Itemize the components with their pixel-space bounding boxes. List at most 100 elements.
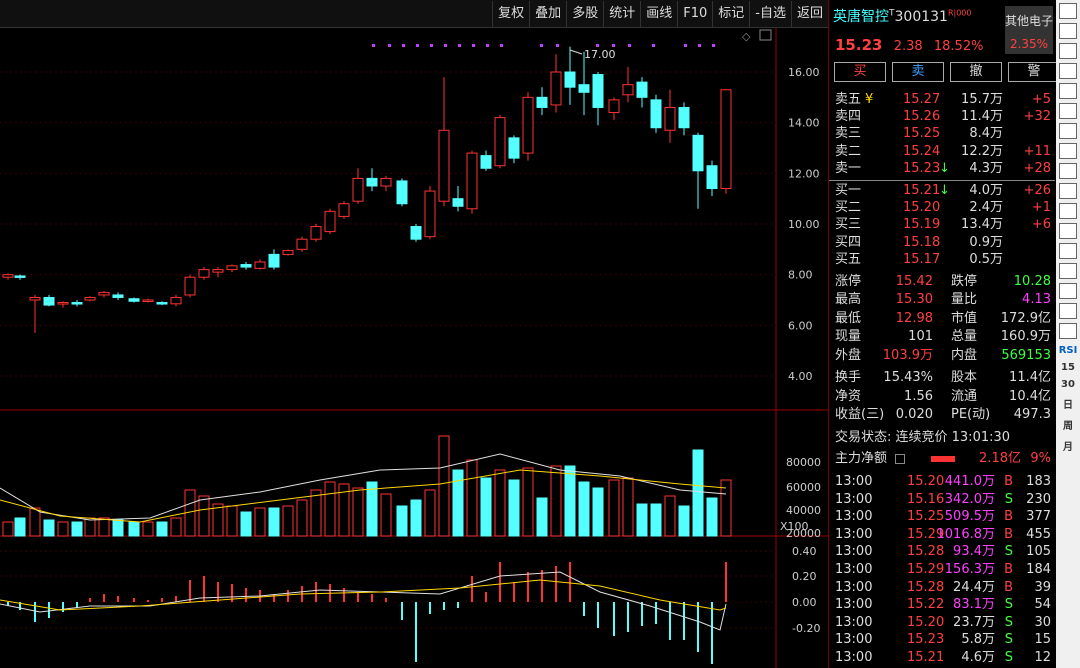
ask-row: 卖一 15.23 ↓ 4.3万 +28 (835, 160, 1051, 178)
tick-volume: 24.4万 (953, 579, 995, 595)
signal-dot (500, 44, 503, 47)
volume-unit: X100 (780, 520, 809, 533)
tick-volume: 342.0万 (944, 491, 995, 507)
list-icon[interactable] (1059, 83, 1077, 99)
tick-row: 13:00 15.28 93.4万 S 105 (835, 543, 1051, 561)
rsi-icon[interactable]: RSI (1058, 345, 1078, 356)
tick-side: S (1004, 632, 1013, 648)
candle-body (720, 89, 732, 190)
volume-bar (170, 517, 182, 537)
f-icon[interactable] (1059, 283, 1077, 299)
candle-body (424, 190, 436, 238)
ask-price: 15.26 (903, 109, 941, 125)
draw-line-button[interactable]: 画线 (640, 0, 677, 27)
stat-value: 497.3 (1013, 407, 1051, 422)
stat-value: 15.30 (895, 292, 933, 308)
tick-count: 39 (1034, 579, 1051, 595)
table-icon[interactable] (1059, 323, 1077, 339)
volume-bar (57, 521, 69, 537)
candle-body (494, 117, 506, 167)
candle-body (480, 155, 492, 169)
stat-label: 最低 (835, 310, 862, 326)
volume-bar (592, 487, 604, 537)
period-button[interactable]: 月 (1063, 442, 1073, 453)
f10-icon[interactable] (1059, 223, 1077, 239)
main-flow-label: 主力净额 (835, 451, 888, 466)
calc-icon[interactable] (1059, 243, 1077, 259)
high-price-label: 17.00 (584, 48, 616, 61)
ask-change: +11 (1023, 143, 1051, 159)
mark-button[interactable]: 标记 (712, 0, 749, 27)
tick-time: 13:00 (835, 509, 873, 525)
tick-count: 183 (1026, 474, 1051, 489)
tick-price: 15.29 (907, 562, 945, 577)
info-icon[interactable] (1059, 263, 1077, 279)
news-icon[interactable] (1059, 203, 1077, 219)
multi-stock-button[interactable]: 多股 (566, 0, 603, 27)
stock-code: 300131 (894, 9, 948, 25)
cancel-order-button[interactable]: 撤 (950, 62, 1002, 82)
candle-body (142, 299, 154, 302)
sector-box[interactable]: 其他电子 2.35% (1005, 6, 1053, 54)
bid-volume: 2.4万 (969, 200, 1003, 216)
trend-icon[interactable] (1059, 3, 1077, 19)
home-icon[interactable] (1059, 23, 1077, 39)
volume-bar (71, 521, 83, 537)
ask-price: 15.27 (903, 92, 941, 107)
stat-row: 外盘 103.9万 内盘 569153 (835, 347, 1051, 365)
tick-volume: 4.6万 (961, 650, 995, 665)
stat-label: 净资 (835, 388, 862, 404)
stat-value: 4.13 (1022, 292, 1051, 308)
search-icon[interactable] (1059, 303, 1077, 319)
arrow-up-icon[interactable] (1059, 43, 1077, 59)
volume-bar (338, 483, 350, 537)
tick-price: 15.21 (907, 650, 945, 665)
volume-bar (212, 503, 224, 537)
period-button[interactable]: 日 (1063, 400, 1073, 411)
tick-side: B (1004, 562, 1013, 577)
ask-price: 15.23 (903, 160, 941, 176)
arrow-down-icon[interactable] (1059, 63, 1077, 79)
volume-bar (366, 481, 378, 537)
back-button[interactable]: 返回 (790, 0, 828, 27)
alert-button[interactable]: 警 (1008, 62, 1060, 82)
tick-time: 13:00 (835, 632, 873, 648)
remove-watchlist-button[interactable]: -自选 (749, 0, 791, 27)
f10-button[interactable]: F10 (677, 0, 712, 27)
period-button[interactable]: 30 (1061, 379, 1075, 390)
kline-chart-area[interactable]: 复权 叠加 多股 统计 画线 F10 标记 -自选 返回 16.00 14.00 1… (0, 0, 828, 668)
tick-time: 13:00 (835, 650, 873, 665)
stat-value: 0.020 (895, 407, 933, 422)
signal-dot (652, 44, 655, 47)
candle-body (156, 302, 168, 305)
signal-dot (556, 44, 559, 47)
volume-bar (564, 465, 576, 537)
candle-icon[interactable] (1059, 183, 1077, 199)
wave-icon[interactable] (1059, 163, 1077, 179)
bid-row: 买二 15.20 2.4万 +1 (835, 199, 1051, 217)
candle-body (564, 71, 576, 88)
volume-bar (410, 499, 422, 537)
price-pct: 18.52% (933, 39, 984, 54)
tick-side: S (1004, 544, 1013, 560)
bid-price: 15.19 (903, 217, 941, 233)
stats-button[interactable]: 统计 (603, 0, 640, 27)
candle-body (226, 265, 238, 271)
volume-bar (240, 511, 252, 537)
candle-body (578, 84, 590, 93)
ask-change: +32 (1023, 109, 1051, 125)
signal-dot (628, 44, 631, 47)
tick-side: S (1004, 491, 1013, 507)
period-button[interactable]: 15 (1061, 362, 1075, 373)
doc-icon[interactable] (1059, 123, 1077, 139)
order-book-label: 买四 (835, 234, 862, 250)
fuquan-button[interactable]: 复权 (492, 0, 529, 27)
buy-button[interactable]: 买 (834, 62, 886, 82)
candle-body (84, 296, 96, 301)
sell-button[interactable]: 卖 (892, 62, 944, 82)
period-button[interactable]: 周 (1063, 421, 1073, 432)
chart-line-icon[interactable] (1059, 143, 1077, 159)
tick-volume: 93.4万 (953, 544, 995, 560)
grid-icon[interactable] (1059, 103, 1077, 119)
overlay-button[interactable]: 叠加 (529, 0, 566, 27)
